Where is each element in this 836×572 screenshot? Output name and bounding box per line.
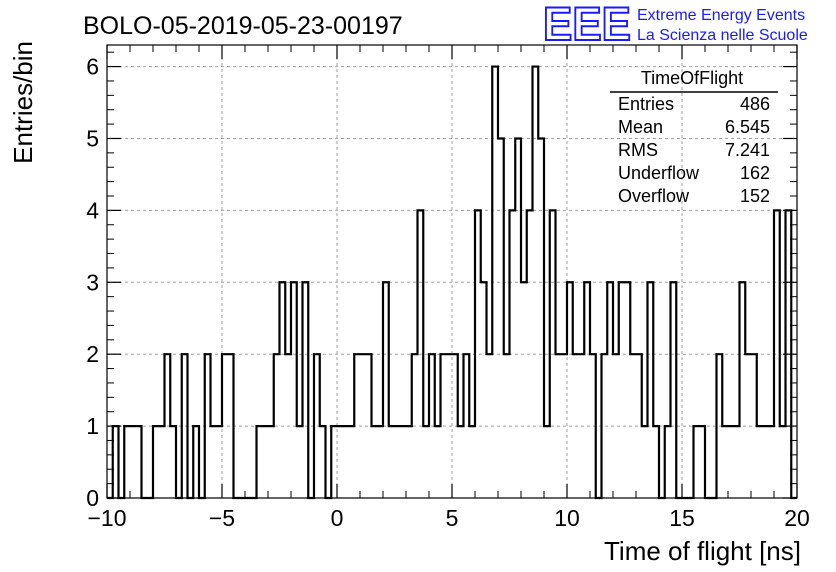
- x-tick-label: 5: [446, 505, 459, 531]
- y-tick-label: 2: [86, 341, 99, 367]
- x-tick-label: 10: [554, 505, 580, 531]
- stats-label: Entries: [618, 94, 674, 114]
- stats-value: 486: [740, 94, 770, 114]
- stats-value: 162: [740, 163, 770, 183]
- chart-title: BOLO-05-2019-05-23-00197: [83, 12, 403, 40]
- x-tick-label: −10: [87, 505, 126, 531]
- axis-ticks: −10 −5 0 5 10 15 20 0 1 2 3 4 5 6: [86, 45, 810, 531]
- stats-label: Underflow: [618, 163, 700, 183]
- x-tick-label: 15: [669, 505, 695, 531]
- stats-rows: Entries 486 Mean 6.545 RMS 7.241 Underflow 162 O…: [618, 94, 770, 206]
- x-axis-title: Time of flight [ns]: [604, 536, 801, 566]
- y-tick-label: 6: [86, 54, 99, 80]
- y-axis-title: Entries/bin: [8, 41, 38, 164]
- y-tick-label: 1: [86, 413, 99, 439]
- y-tick-label: 4: [86, 197, 99, 223]
- eee-logo-line2: La Scienza nelle Scuole: [637, 27, 808, 44]
- stats-value: 7.241: [725, 140, 770, 160]
- y-tick-label: 0: [86, 485, 99, 511]
- histogram-outline: [107, 65, 797, 500]
- eee-logo-line1: Extreme Energy Events: [637, 7, 805, 24]
- eee-logo-mark: EEE: [543, 0, 631, 50]
- x-tick-label: 0: [331, 505, 344, 531]
- stats-box: TimeOfFlight Entries 486 Mean 6.545 RMS 7.241…: [610, 68, 778, 206]
- x-tick-label: 20: [784, 505, 810, 531]
- y-tick-label: 3: [86, 269, 99, 295]
- stats-value: 6.545: [725, 117, 770, 137]
- eee-logo: EEE Extreme Energy Events La Scienza nel…: [542, 0, 808, 51]
- stats-label: Mean: [618, 117, 663, 137]
- stats-value: 152: [740, 186, 770, 206]
- stats-title: TimeOfFlight: [641, 68, 743, 88]
- stats-label: RMS: [618, 140, 658, 160]
- stats-label: Overflow: [618, 186, 690, 206]
- x-tick-label: −5: [209, 505, 235, 531]
- y-tick-label: 5: [86, 125, 99, 151]
